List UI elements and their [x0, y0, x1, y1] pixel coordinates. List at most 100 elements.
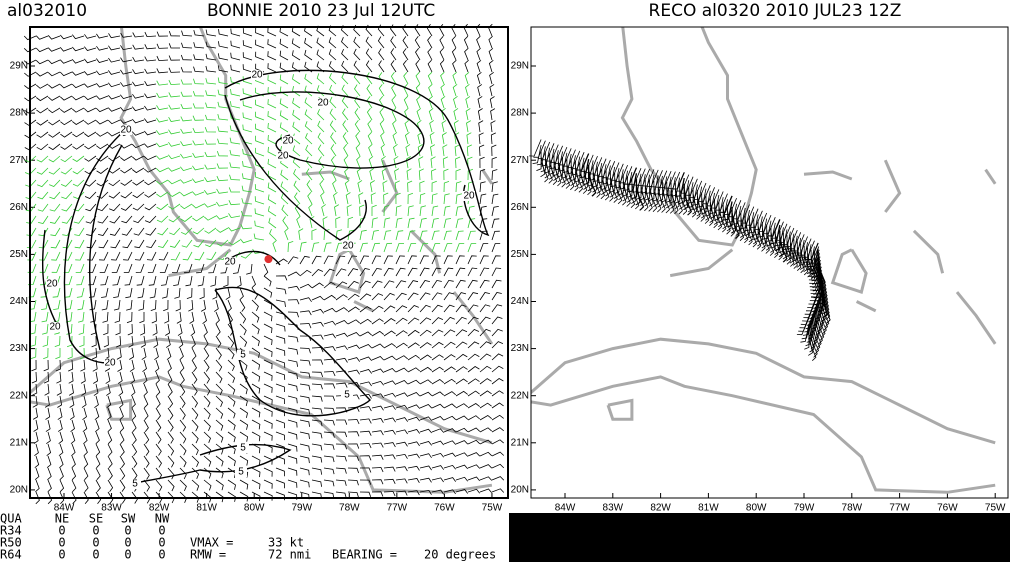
wind-barb — [406, 168, 412, 181]
wind-barb — [47, 35, 61, 40]
wind-barb — [491, 156, 497, 169]
wind-barb — [176, 311, 182, 324]
wind-barb — [407, 478, 420, 484]
wind-barb — [479, 341, 492, 349]
wind-barb — [143, 479, 150, 492]
wind-barb — [89, 299, 97, 311]
wind-barb — [275, 323, 286, 332]
table-cell: 0 — [58, 524, 65, 538]
wind-barb — [369, 168, 375, 181]
wind-barb — [109, 227, 121, 236]
wind-barb — [215, 407, 224, 419]
wind-barb — [84, 131, 97, 138]
wind-barb — [27, 251, 37, 261]
wind-barb — [191, 467, 200, 479]
wind-barb — [431, 403, 445, 409]
wind-barb — [724, 197, 737, 216]
wind-barb — [488, 35, 493, 49]
wind-barb — [359, 406, 372, 412]
wind-barb — [810, 276, 823, 295]
wind-barb — [106, 383, 111, 396]
wind-barb — [491, 243, 501, 253]
wind-barb — [287, 443, 298, 452]
wind-barb — [802, 244, 812, 264]
wind-barb — [778, 233, 784, 254]
wind-barb — [191, 431, 199, 444]
wind-barb — [144, 179, 157, 186]
wind-barb — [227, 347, 235, 360]
wind-barb — [101, 287, 109, 298]
wind-barb — [452, 83, 458, 97]
wind-barb — [155, 167, 169, 173]
wind-barb — [48, 83, 61, 89]
wind-barb — [205, 90, 217, 97]
wind-barb — [383, 318, 396, 325]
wind-barb — [306, 180, 313, 193]
wind-barb — [431, 379, 444, 385]
wind-barb — [426, 24, 433, 37]
wind-barb — [168, 129, 181, 135]
wind-barb — [491, 365, 504, 373]
wind-barb — [154, 359, 160, 373]
wind-barb — [131, 431, 137, 444]
wind-barb — [230, 52, 241, 61]
wind-barb — [395, 466, 408, 472]
wind-barb — [71, 467, 77, 481]
wind-barb — [311, 282, 324, 289]
wind-barb — [180, 215, 193, 222]
wind-barb — [455, 464, 469, 470]
vmax-label: VMAX = — [190, 536, 233, 550]
wind-barb — [107, 419, 112, 433]
wind-barb — [601, 170, 607, 191]
table-cell: 0 — [158, 548, 165, 562]
wind-barb — [287, 256, 299, 265]
wind-barb — [467, 452, 481, 457]
wind-barb — [215, 419, 224, 431]
wind-barb — [71, 95, 85, 101]
wind-barb — [371, 255, 381, 265]
wind-barb — [191, 443, 199, 456]
wind-barb — [330, 156, 337, 169]
contour-label: 20 — [342, 241, 354, 252]
wind-barb — [95, 419, 100, 433]
wind-barb — [378, 72, 385, 85]
wind-barb — [594, 158, 607, 176]
wind-barb — [279, 86, 289, 97]
wind-barb — [74, 227, 85, 237]
wind-barb — [728, 203, 737, 223]
wind-barb — [558, 152, 568, 172]
wind-barb — [287, 299, 300, 305]
wind-barb — [46, 431, 51, 445]
wind-barb — [431, 180, 437, 193]
wind-barb — [674, 183, 681, 204]
wind-barb — [489, 84, 495, 97]
table-header: SE — [89, 512, 103, 526]
wind-barb — [335, 467, 347, 474]
wind-barb — [580, 159, 590, 179]
wind-barb — [56, 383, 62, 396]
wind-barb — [106, 395, 112, 409]
wind-barb — [418, 156, 424, 169]
wind-barb — [771, 221, 784, 239]
wind-barb — [279, 74, 289, 85]
wind-barb — [119, 94, 133, 100]
wind-barb — [192, 152, 205, 158]
wind-barb — [545, 148, 555, 168]
wind-barb — [107, 479, 114, 492]
rmw-value: 72 nmi — [268, 548, 311, 562]
wind-barb — [491, 488, 505, 493]
wind-barb — [736, 207, 746, 227]
wind-barb — [479, 267, 490, 277]
wind-barb — [311, 228, 317, 241]
wind-barb — [59, 455, 64, 469]
wind-barb — [50, 239, 61, 249]
wind-barb — [323, 443, 335, 450]
wind-barb — [131, 131, 145, 136]
wind-barb — [60, 119, 73, 126]
wind-barb — [92, 347, 98, 360]
wind-barb — [267, 206, 277, 217]
wind-barb — [166, 347, 172, 361]
wind-barb — [390, 72, 397, 85]
wind-barb — [239, 431, 249, 442]
